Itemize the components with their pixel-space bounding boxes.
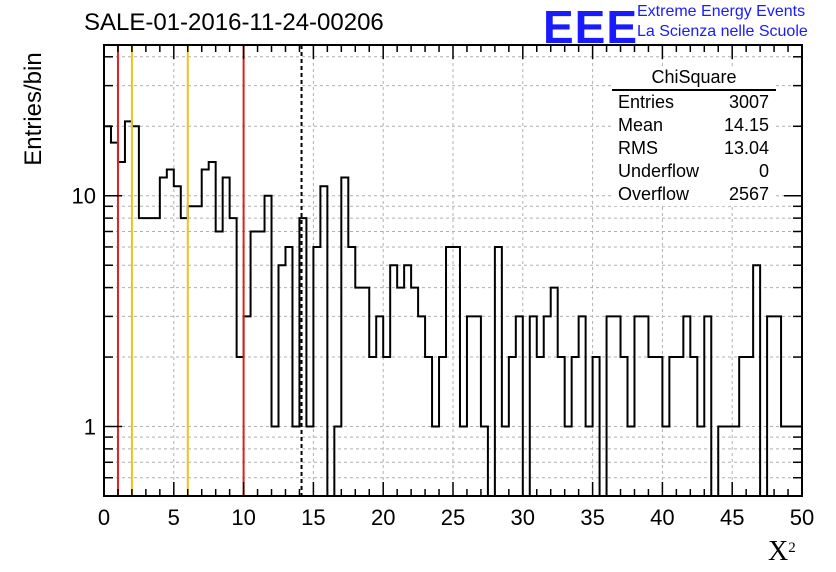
axis-ticks bbox=[103, 45, 803, 497]
eee-logo: EEE bbox=[543, 1, 639, 53]
x-tick-label: 30 bbox=[511, 505, 535, 530]
x-axis-label: X2 bbox=[768, 536, 796, 568]
stats-row: Overflow 2567 bbox=[612, 183, 776, 206]
stats-label: Entries bbox=[618, 92, 675, 112]
stats-label: Underflow bbox=[618, 161, 700, 181]
x-axis-label-base: X bbox=[768, 536, 789, 567]
stats-value: 0 bbox=[758, 161, 769, 181]
stats-row: Underflow 0 bbox=[612, 160, 776, 183]
stats-label: Mean bbox=[618, 115, 664, 135]
x-tick-label: 45 bbox=[720, 505, 744, 530]
stats-value: 14.15 bbox=[723, 115, 769, 135]
y-tick-label: 10 bbox=[72, 184, 96, 209]
x-tick-label: 25 bbox=[441, 505, 465, 530]
x-tick-label: 15 bbox=[301, 505, 325, 530]
stats-value: 2567 bbox=[728, 184, 769, 204]
x-tick-label: 5 bbox=[168, 505, 180, 530]
stats-row: Entries 3007 bbox=[612, 91, 776, 114]
axis-tick-labels: 0 5 10 15 20 25 30 35 40 45 50 1 10 bbox=[72, 184, 815, 530]
logo-line-1: Extreme Energy Events bbox=[637, 3, 806, 20]
x-axis-label-sup: 2 bbox=[788, 540, 796, 556]
y-tick-label: 1 bbox=[84, 415, 96, 440]
stats-title: ChiSquare bbox=[612, 66, 776, 91]
x-tick-label: 10 bbox=[231, 505, 255, 530]
reference-lines bbox=[116, 45, 303, 496]
stats-label: RMS bbox=[618, 138, 658, 158]
stats-label: Overflow bbox=[618, 184, 690, 204]
x-tick-label: 50 bbox=[790, 505, 814, 530]
y-axis-label: Entries/bin bbox=[20, 52, 47, 166]
grid-lines bbox=[104, 45, 802, 497]
stats-row: Mean 14.15 bbox=[612, 114, 776, 137]
chart-title: SALE-01-2016-11-24-00206 bbox=[84, 9, 384, 36]
logo-line-2: La Scienza nelle Scuole bbox=[637, 23, 808, 40]
stats-row: RMS 13.04 bbox=[612, 137, 776, 160]
stats-value: 13.04 bbox=[723, 138, 769, 158]
stats-box: ChiSquare Entries 3007 Mean 14.15 RMS 13.04… bbox=[612, 66, 776, 206]
x-tick-label: 0 bbox=[98, 505, 110, 530]
x-tick-label: 40 bbox=[650, 505, 674, 530]
stats-value: 3007 bbox=[728, 92, 769, 112]
x-tick-label: 35 bbox=[580, 505, 604, 530]
x-tick-label: 20 bbox=[371, 505, 395, 530]
